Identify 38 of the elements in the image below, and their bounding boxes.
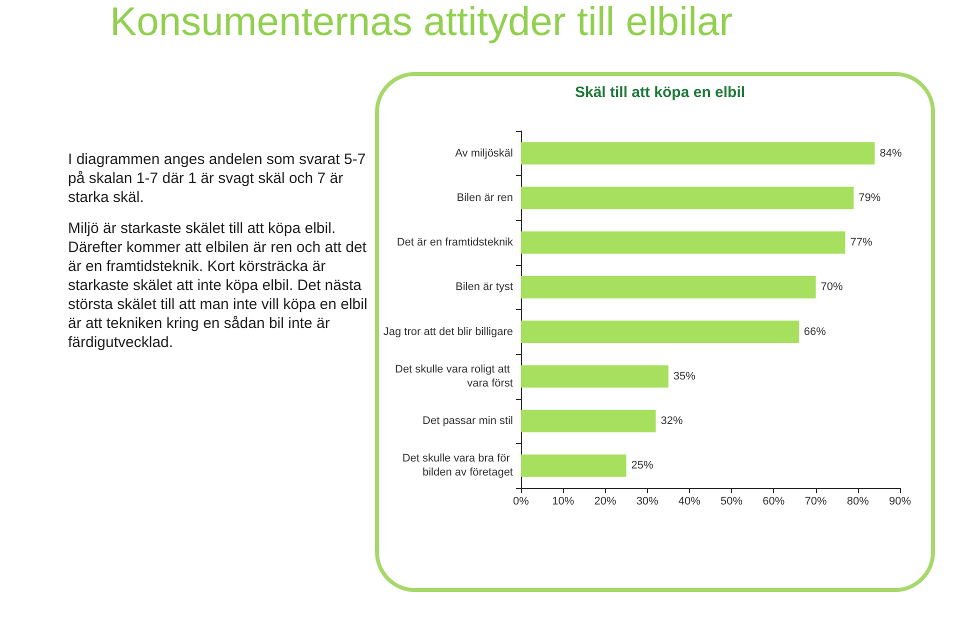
- x-tick-label: 20%: [594, 496, 616, 508]
- bar: [521, 454, 626, 477]
- y-tick-label: Det skulle vara bra för bilden av företaget: [402, 452, 513, 479]
- bar: [521, 276, 816, 298]
- x-tick-label: 50%: [720, 496, 743, 508]
- y-tick-label: Det passar min stil: [422, 415, 513, 428]
- x-tick-label: 0%: [513, 496, 530, 508]
- x-tick-label: 80%: [846, 496, 870, 508]
- y-tick-label: Det skulle vara roligt att vara först: [395, 363, 513, 390]
- data-label: 84%: [880, 147, 902, 160]
- x-tick-label: 90%: [888, 496, 912, 508]
- data-label: 32%: [660, 415, 683, 428]
- x-tick-label: 10%: [552, 496, 574, 508]
- data-label: 79%: [858, 192, 881, 204]
- bar: [521, 410, 656, 432]
- bar: [521, 231, 846, 254]
- x-tick-label: 40%: [678, 496, 701, 508]
- text: Konsumenternas attityder till elbilar: [110, 0, 733, 45]
- bar: [521, 142, 875, 164]
- bar: [521, 186, 854, 210]
- y-tick-label: Av miljöskäl: [455, 147, 513, 160]
- x-tick-label: 60%: [762, 496, 785, 508]
- data-label: 66%: [804, 326, 826, 338]
- y-tick-label: Bilen är ren: [456, 192, 513, 204]
- data-label: 35%: [673, 370, 696, 382]
- bar: [521, 365, 668, 388]
- data-label: 77%: [850, 236, 872, 249]
- data-label: 25%: [631, 460, 654, 472]
- y-tick-label: Det är en framtidsteknik: [396, 236, 514, 249]
- text: Miljö är starkaste skälet till att köpa elbil. Därefter kommer att elbilen är ren och att det är en framtidsteknik. Kort körsträcka är starkaste skälet att inte köpa elbil. Det nästa största skälet till att man inte vill köpa en elbil är att tekniken kring en sådan bil inte är färdigutvecklad.: [68, 219, 368, 352]
- y-tick-label: Bilen är tyst: [456, 281, 513, 294]
- data-label: 70%: [820, 281, 844, 294]
- bar: [521, 320, 799, 343]
- text: I diagrammen anges andelen som svarat 5-7 på skalan 1-7 där 1 är svagt skäl och 7 är starka skäl.: [68, 150, 367, 207]
- x-tick-label: 70%: [804, 496, 827, 508]
- x-tick-label: 30%: [636, 496, 659, 508]
- y-tick-label: Jag tror att det blir billigare: [383, 326, 513, 338]
- chart-title: Skäl till att köpa en elbil: [574, 84, 746, 101]
